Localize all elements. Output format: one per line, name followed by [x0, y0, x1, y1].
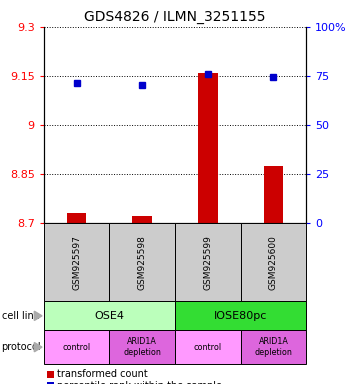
- Title: GDS4826 / ILMN_3251155: GDS4826 / ILMN_3251155: [84, 10, 266, 25]
- Text: percentile rank within the sample: percentile rank within the sample: [57, 381, 222, 384]
- Text: control: control: [194, 343, 222, 352]
- Bar: [132, 216, 152, 223]
- Bar: [198, 73, 218, 223]
- Text: control: control: [63, 343, 91, 352]
- Text: protocol: protocol: [1, 342, 40, 352]
- Text: ARID1A
depletion: ARID1A depletion: [123, 338, 161, 357]
- Text: transformed count: transformed count: [57, 369, 148, 379]
- Text: IOSE80pc: IOSE80pc: [214, 311, 267, 321]
- Text: cell line: cell line: [2, 311, 40, 321]
- Text: GSM925600: GSM925600: [269, 235, 278, 290]
- Bar: [264, 166, 283, 223]
- Text: GSM925597: GSM925597: [72, 235, 81, 290]
- Text: ARID1A
depletion: ARID1A depletion: [254, 338, 292, 357]
- Text: GSM925598: GSM925598: [138, 235, 147, 290]
- Text: OSE4: OSE4: [94, 311, 124, 321]
- Text: GSM925599: GSM925599: [203, 235, 212, 290]
- Bar: [67, 213, 86, 223]
